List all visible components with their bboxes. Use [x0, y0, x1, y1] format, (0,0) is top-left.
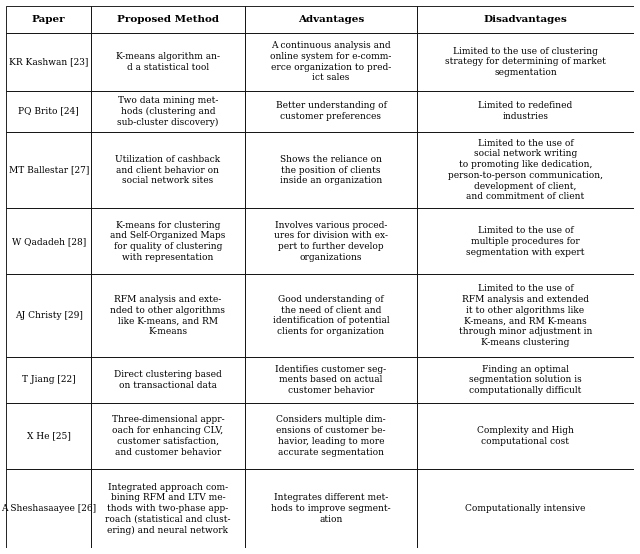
Bar: [417, 33, 634, 90]
Text: W Qadadeh [28]: W Qadadeh [28]: [12, 237, 86, 246]
Text: Identifies customer seg-
ments based on actual
customer behavior: Identifies customer seg- ments based on …: [275, 365, 387, 395]
Bar: [417, 6, 634, 33]
Bar: [244, 357, 417, 403]
Bar: [91, 33, 244, 90]
Bar: [417, 469, 634, 548]
Text: Paper: Paper: [32, 15, 65, 24]
Text: Three-dimensional appr-
oach for enhancing CLV,
customer satisfaction,
and custo: Three-dimensional appr- oach for enhanci…: [111, 416, 224, 456]
Text: X He [25]: X He [25]: [27, 432, 70, 440]
Bar: [244, 274, 417, 357]
Text: KR Kashwan [23]: KR Kashwan [23]: [9, 57, 88, 66]
Bar: [6, 132, 91, 208]
Text: T Jiang [22]: T Jiang [22]: [22, 375, 76, 384]
Text: Integrated approach com-
bining RFM and LTV me-
thods with two-phase app-
roach : Integrated approach com- bining RFM and …: [105, 483, 230, 535]
Text: Limited to the use of
RFM analysis and extended
it to other algorithms like
K-me: Limited to the use of RFM analysis and e…: [459, 284, 592, 347]
Text: K-means for clustering
and Self-Organized Maps
for quality of clustering
with re: K-means for clustering and Self-Organize…: [110, 220, 225, 262]
Bar: [6, 403, 91, 469]
Bar: [91, 6, 244, 33]
Bar: [91, 469, 244, 548]
Bar: [417, 357, 634, 403]
Text: Better understanding of
customer preferences: Better understanding of customer prefere…: [276, 101, 387, 121]
Bar: [91, 132, 244, 208]
Bar: [91, 90, 244, 132]
Text: Two data mining met-
hods (clustering and
sub-cluster discovery): Two data mining met- hods (clustering an…: [117, 96, 219, 126]
Bar: [6, 274, 91, 357]
Text: Proposed Method: Proposed Method: [117, 15, 219, 24]
Text: A continuous analysis and
online system for e-comm-
erce organization to pred-
i: A continuous analysis and online system …: [270, 41, 392, 83]
Bar: [91, 274, 244, 357]
Text: Limited to the use of
multiple procedures for
segmentation with expert: Limited to the use of multiple procedure…: [466, 226, 585, 257]
Bar: [6, 90, 91, 132]
Text: PQ Brito [24]: PQ Brito [24]: [19, 106, 79, 116]
Text: Shows the reliance on
the position of clients
inside an organization: Shows the reliance on the position of cl…: [280, 155, 382, 185]
Bar: [6, 469, 91, 548]
Text: K-means algorithm an-
d a statistical tool: K-means algorithm an- d a statistical to…: [116, 52, 220, 71]
Text: Advantages: Advantages: [298, 15, 364, 24]
Bar: [417, 208, 634, 274]
Bar: [91, 208, 244, 274]
Text: RFM analysis and exte-
nded to other algorithms
like K-means, and RM
K-means: RFM analysis and exte- nded to other alg…: [111, 295, 225, 336]
Text: Complexity and High
computational cost: Complexity and High computational cost: [477, 426, 574, 446]
Text: Integrates different met-
hods to improve segment-
ation: Integrates different met- hods to improv…: [271, 494, 391, 524]
Bar: [6, 6, 91, 33]
Bar: [244, 132, 417, 208]
Bar: [417, 90, 634, 132]
Bar: [244, 403, 417, 469]
Bar: [6, 357, 91, 403]
Text: Finding an optimal
segmentation solution is
computationally difficult: Finding an optimal segmentation solution…: [469, 365, 582, 395]
Text: Limited to the use of clustering
strategy for determining of market
segmentation: Limited to the use of clustering strateg…: [445, 47, 606, 77]
Bar: [6, 33, 91, 90]
Bar: [244, 6, 417, 33]
Text: A Sheshasaayee [26]: A Sheshasaayee [26]: [1, 504, 96, 513]
Bar: [417, 132, 634, 208]
Bar: [244, 469, 417, 548]
Text: Direct clustering based
on transactional data: Direct clustering based on transactional…: [114, 370, 222, 389]
Bar: [91, 403, 244, 469]
Text: Limited to redefined
industries: Limited to redefined industries: [478, 101, 573, 121]
Bar: [244, 33, 417, 90]
Bar: [91, 357, 244, 403]
Text: Disadvantages: Disadvantages: [484, 15, 567, 24]
Bar: [417, 274, 634, 357]
Text: Involves various proced-
ures for division with ex-
pert to further develop
orga: Involves various proced- ures for divisi…: [274, 220, 388, 262]
Text: Good understanding of
the need of client and
identification of potential
clients: Good understanding of the need of client…: [273, 295, 389, 336]
Bar: [244, 208, 417, 274]
Text: MT Ballestar [27]: MT Ballestar [27]: [8, 166, 89, 175]
Text: Considers multiple dim-
ensions of customer be-
havior, leading to more
accurate: Considers multiple dim- ensions of custo…: [276, 416, 386, 456]
Text: AJ Christy [29]: AJ Christy [29]: [15, 311, 83, 320]
Bar: [244, 90, 417, 132]
Text: Utilization of cashback
and client behavior on
social network sites: Utilization of cashback and client behav…: [115, 155, 220, 185]
Bar: [417, 403, 634, 469]
Text: Limited to the use of
social network writing
to promoting like dedication,
perso: Limited to the use of social network wri…: [448, 138, 603, 202]
Bar: [6, 208, 91, 274]
Text: Computationally intensive: Computationally intensive: [465, 504, 586, 513]
